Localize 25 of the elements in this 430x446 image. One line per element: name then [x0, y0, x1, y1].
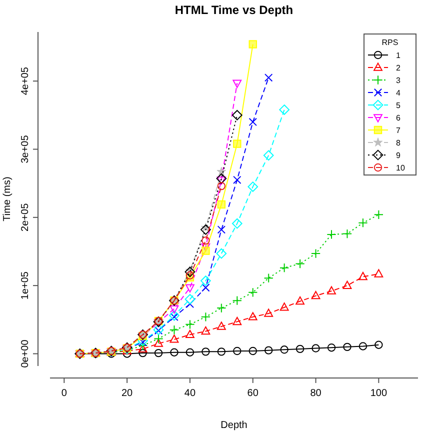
legend-label: 7: [396, 126, 401, 135]
x-tick-label: 100: [370, 388, 388, 399]
y-tick-label: 2e+05: [20, 202, 31, 232]
y-tick-label: 1e+05: [20, 271, 31, 300]
legend-label: 8: [396, 138, 401, 148]
x-tick-label: 80: [310, 388, 322, 399]
legend-title: RPS: [382, 38, 398, 47]
legend-label: 4: [396, 88, 401, 98]
y-axis-title: Time (ms): [2, 176, 13, 222]
y-tick-label: 0e+00: [20, 339, 31, 368]
legend-label: 6: [396, 114, 401, 122]
legend-label: 9: [396, 151, 401, 160]
chart-title: HTML Time vs Depth: [174, 3, 294, 17]
y-tick-label: 3e+05: [20, 134, 31, 164]
y-tick-label: 4e+05: [20, 66, 31, 96]
x-tick-label: 20: [121, 388, 134, 399]
legend-label: 5: [396, 101, 401, 110]
legend-label: 1: [396, 51, 401, 60]
legend-label: 2: [396, 64, 401, 72]
x-axis-title: Depth: [220, 420, 248, 431]
x-tick-label: 0: [61, 388, 68, 399]
x-tick-label: 60: [247, 388, 259, 399]
legend-label: 10: [396, 164, 406, 172]
legend-label: 3: [396, 76, 401, 85]
x-tick-label: 40: [184, 388, 196, 399]
